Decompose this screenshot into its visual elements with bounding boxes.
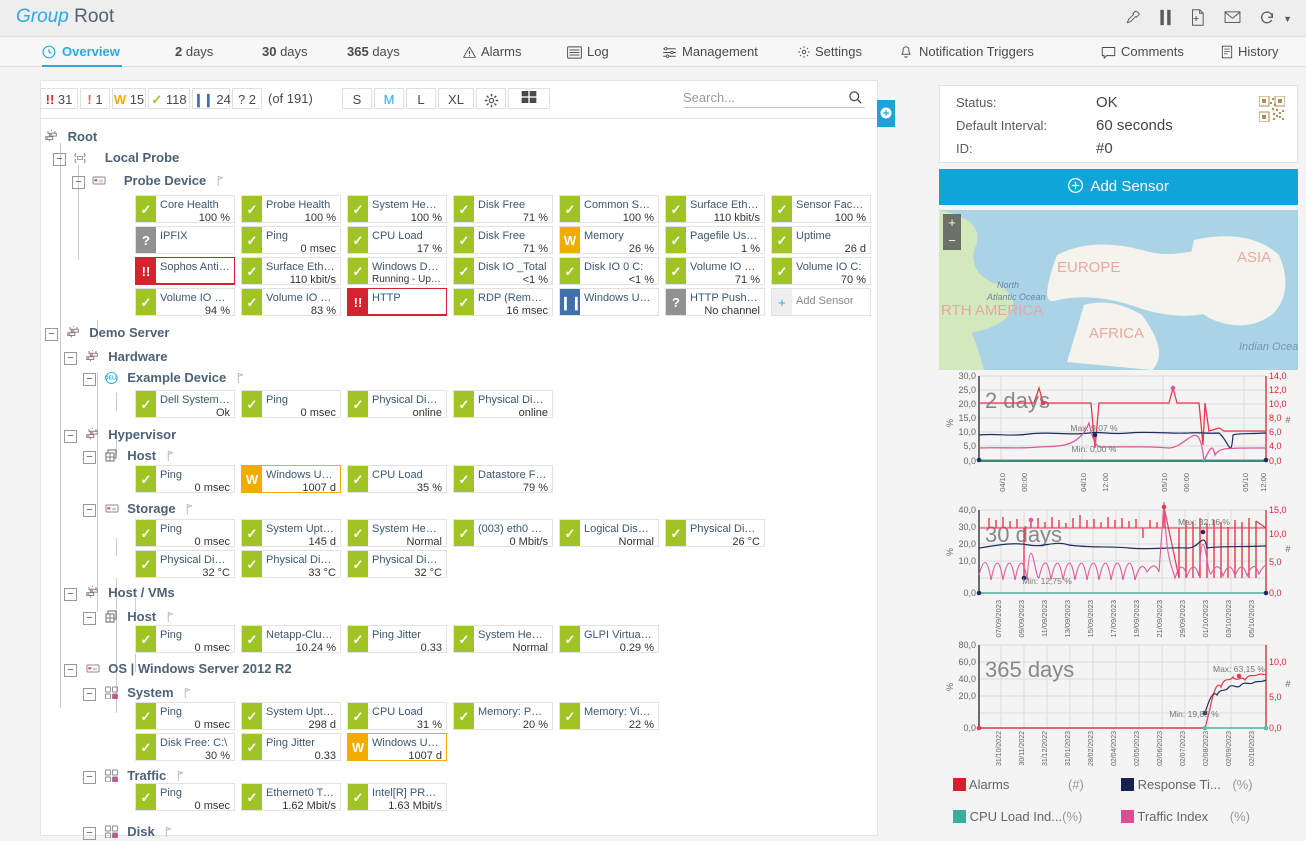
svg-text:00:00: 00:00 — [1182, 473, 1191, 492]
svg-text:5,0: 5,0 — [963, 441, 976, 451]
svg-text:20,0: 20,0 — [958, 539, 976, 549]
svg-text:04/10: 04/10 — [1079, 473, 1088, 492]
svg-text:EUROPE: EUROPE — [1057, 259, 1120, 276]
svg-text:10,0: 10,0 — [1269, 529, 1287, 539]
svg-text:02/09/2023: 02/09/2023 — [1226, 731, 1233, 766]
svg-text:31/12/2022: 31/12/2022 — [1042, 731, 1049, 766]
svg-text:Min: 19,85 %: Min: 19,85 % — [1169, 709, 1219, 719]
svg-text:Min: 0,00 %: Min: 0,00 % — [1072, 444, 1117, 454]
svg-text:6,0: 6,0 — [1269, 427, 1282, 437]
svg-text:0,0: 0,0 — [963, 588, 976, 598]
svg-text:Min: 12,75 %: Min: 12,75 % — [1022, 576, 1072, 586]
svg-text:05/10: 05/10 — [1241, 473, 1250, 492]
svg-text:0,0: 0,0 — [963, 723, 976, 733]
svg-text:31/10/2022: 31/10/2022 — [996, 731, 1003, 766]
svg-text:15,0: 15,0 — [958, 413, 976, 423]
svg-text:80,0: 80,0 — [958, 640, 976, 650]
svg-text:0,0: 0,0 — [1269, 456, 1282, 466]
svg-text:0,0: 0,0 — [963, 456, 976, 466]
svg-text:%: % — [945, 419, 955, 427]
svg-text:02/05/2023: 02/05/2023 — [1134, 731, 1141, 766]
svg-text:0,0: 0,0 — [1269, 723, 1282, 733]
svg-text:05/10: 05/10 — [1160, 473, 1169, 492]
svg-text:10,0: 10,0 — [1269, 657, 1287, 667]
svg-text:02/06/2023: 02/06/2023 — [1157, 731, 1164, 766]
svg-text:00:00: 00:00 — [1020, 473, 1029, 492]
svg-text:14,0: 14,0 — [1269, 371, 1287, 381]
svg-text:10,0: 10,0 — [958, 556, 976, 566]
svg-text:%: % — [945, 683, 955, 691]
svg-text:04/10: 04/10 — [998, 473, 1007, 492]
svg-text:4,0: 4,0 — [1269, 441, 1282, 451]
svg-text:8,0: 8,0 — [1269, 413, 1282, 423]
svg-text:10,0: 10,0 — [958, 427, 976, 437]
svg-text:North: North — [997, 280, 1019, 290]
svg-text:RTH AMERICA: RTH AMERICA — [941, 302, 1043, 319]
svg-text:Indian Ocean: Indian Ocean — [1239, 341, 1298, 353]
svg-text:10,0: 10,0 — [1269, 399, 1287, 409]
svg-text:Max: 9,07 %: Max: 9,07 % — [1070, 423, 1118, 433]
svg-text:#: # — [1285, 679, 1290, 689]
svg-text:AFRICA: AFRICA — [1089, 325, 1144, 342]
svg-text:Max: 63,15 %: Max: 63,15 % — [1213, 664, 1265, 674]
svg-text:31/01/2023: 31/01/2023 — [1065, 731, 1072, 766]
svg-text:12:00: 12:00 — [1259, 473, 1268, 492]
svg-text:Max: 32,16 %: Max: 32,16 % — [1178, 517, 1230, 527]
svg-text:365 days: 365 days — [985, 657, 1074, 682]
svg-text:#: # — [1285, 544, 1290, 554]
svg-text:0,0: 0,0 — [1269, 588, 1282, 598]
svg-text:20,0: 20,0 — [958, 399, 976, 409]
svg-text:28/02/2023: 28/02/2023 — [1088, 731, 1095, 766]
svg-text:5,0: 5,0 — [1269, 692, 1282, 702]
svg-text:40,0: 40,0 — [958, 505, 976, 515]
svg-text:30,0: 30,0 — [958, 371, 976, 381]
svg-text:02/08/2023: 02/08/2023 — [1203, 731, 1210, 766]
svg-text:12,0: 12,0 — [1269, 385, 1287, 395]
svg-text:60,0: 60,0 — [958, 657, 976, 667]
svg-text:02/10/2023: 02/10/2023 — [1249, 731, 1256, 766]
svg-text:30/11/2022: 30/11/2022 — [1019, 731, 1026, 766]
svg-text:30,0: 30,0 — [958, 522, 976, 532]
svg-text:12:00: 12:00 — [1101, 473, 1110, 492]
svg-text:02/07/2023: 02/07/2023 — [1180, 731, 1187, 766]
svg-text:02/04/2023: 02/04/2023 — [1111, 731, 1118, 766]
svg-text:40,0: 40,0 — [958, 674, 976, 684]
svg-text:%: % — [945, 548, 955, 556]
svg-text:5,0: 5,0 — [1269, 557, 1282, 567]
svg-text:15,0: 15,0 — [1269, 505, 1287, 515]
svg-text:25,0: 25,0 — [958, 385, 976, 395]
svg-text:Atlantic Ocean: Atlantic Ocean — [986, 292, 1046, 302]
svg-text:ASIA: ASIA — [1237, 249, 1271, 266]
svg-text:#: # — [1285, 415, 1290, 425]
svg-text:20,0: 20,0 — [958, 691, 976, 701]
